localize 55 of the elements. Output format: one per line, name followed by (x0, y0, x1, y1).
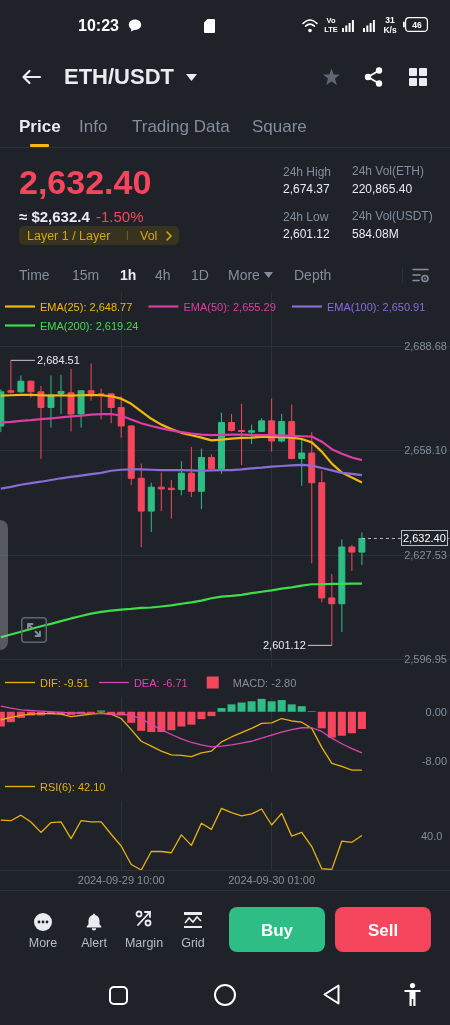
text: Grid (181, 935, 205, 950)
text: 1h (120, 267, 137, 283)
text: 10:23 (78, 17, 119, 34)
text: 220,865.40 (352, 182, 413, 196)
legend-label: RSI(6): 42.10 (40, 780, 106, 793)
y-tick-label: 2,627.53 (404, 548, 447, 561)
y-tick-label: 0.00 (425, 705, 447, 718)
text: Vol (140, 228, 158, 243)
text: Layer 1 / Layer (27, 228, 111, 243)
text: 24h Vol(ETH) (352, 164, 425, 178)
legend-label: EMA(25): 2,648.77 (40, 300, 133, 313)
legend-label: EMA(100): 2,650.91 (326, 300, 426, 313)
x-tick-label: 2024-09-30 01:00 (228, 874, 316, 887)
y-tick-label: -8.00 (421, 754, 447, 767)
annotation: 2,601.12 (263, 639, 306, 651)
legend-label: EMA(50): 2,655.29 (183, 300, 276, 313)
legend-label: MACD: -2.80 (232, 676, 297, 689)
text: Sell (367, 920, 399, 940)
text: 24h High (283, 165, 332, 179)
text: 584.08M (352, 227, 399, 241)
y-tick-label: 2,596.95 (404, 653, 447, 666)
x-tick-label: 2024-09-29 10:00 (77, 874, 165, 887)
text: -1.50% (96, 207, 144, 225)
y-tick-label: 2,688.68 (404, 339, 447, 352)
text: K/s (383, 24, 397, 35)
text: Buy (260, 920, 294, 940)
text: 24h Vol(USDT) (352, 209, 433, 223)
text: Info (79, 116, 108, 136)
text: 1D (191, 267, 209, 283)
y-tick-label: 2,658.10 (404, 444, 447, 457)
text: Depth (294, 267, 332, 283)
text: Time (19, 267, 50, 283)
text: ETH/USDT (64, 64, 174, 89)
legend-label: EMA(200): 2,619.24 (40, 319, 139, 332)
text: Margin (124, 935, 164, 950)
text: More (228, 267, 260, 283)
text: 2,674.37 (283, 182, 330, 196)
annotation: 40.0 (421, 830, 443, 842)
text: 46 (412, 19, 422, 30)
text: 24h Low (283, 210, 329, 224)
text: 2,601.12 (283, 227, 330, 241)
text: Square (252, 116, 307, 136)
text: 2,632.40 (19, 163, 152, 201)
text: Trading Data (132, 116, 230, 136)
ref-line-label: 2,632.40 (403, 532, 446, 544)
text: More (28, 935, 58, 950)
text: ≈ $2,632.4 (19, 207, 90, 225)
text: 31 (385, 14, 395, 25)
text: 15m (72, 267, 100, 283)
legend-label: DEA: -6.71 (133, 676, 188, 689)
legend-label: DIF: -9.51 (40, 676, 89, 689)
text: 4h (155, 267, 171, 283)
text: Price (19, 116, 61, 136)
text: Alert (81, 935, 107, 950)
annotation: 2,684.51 (37, 354, 80, 366)
